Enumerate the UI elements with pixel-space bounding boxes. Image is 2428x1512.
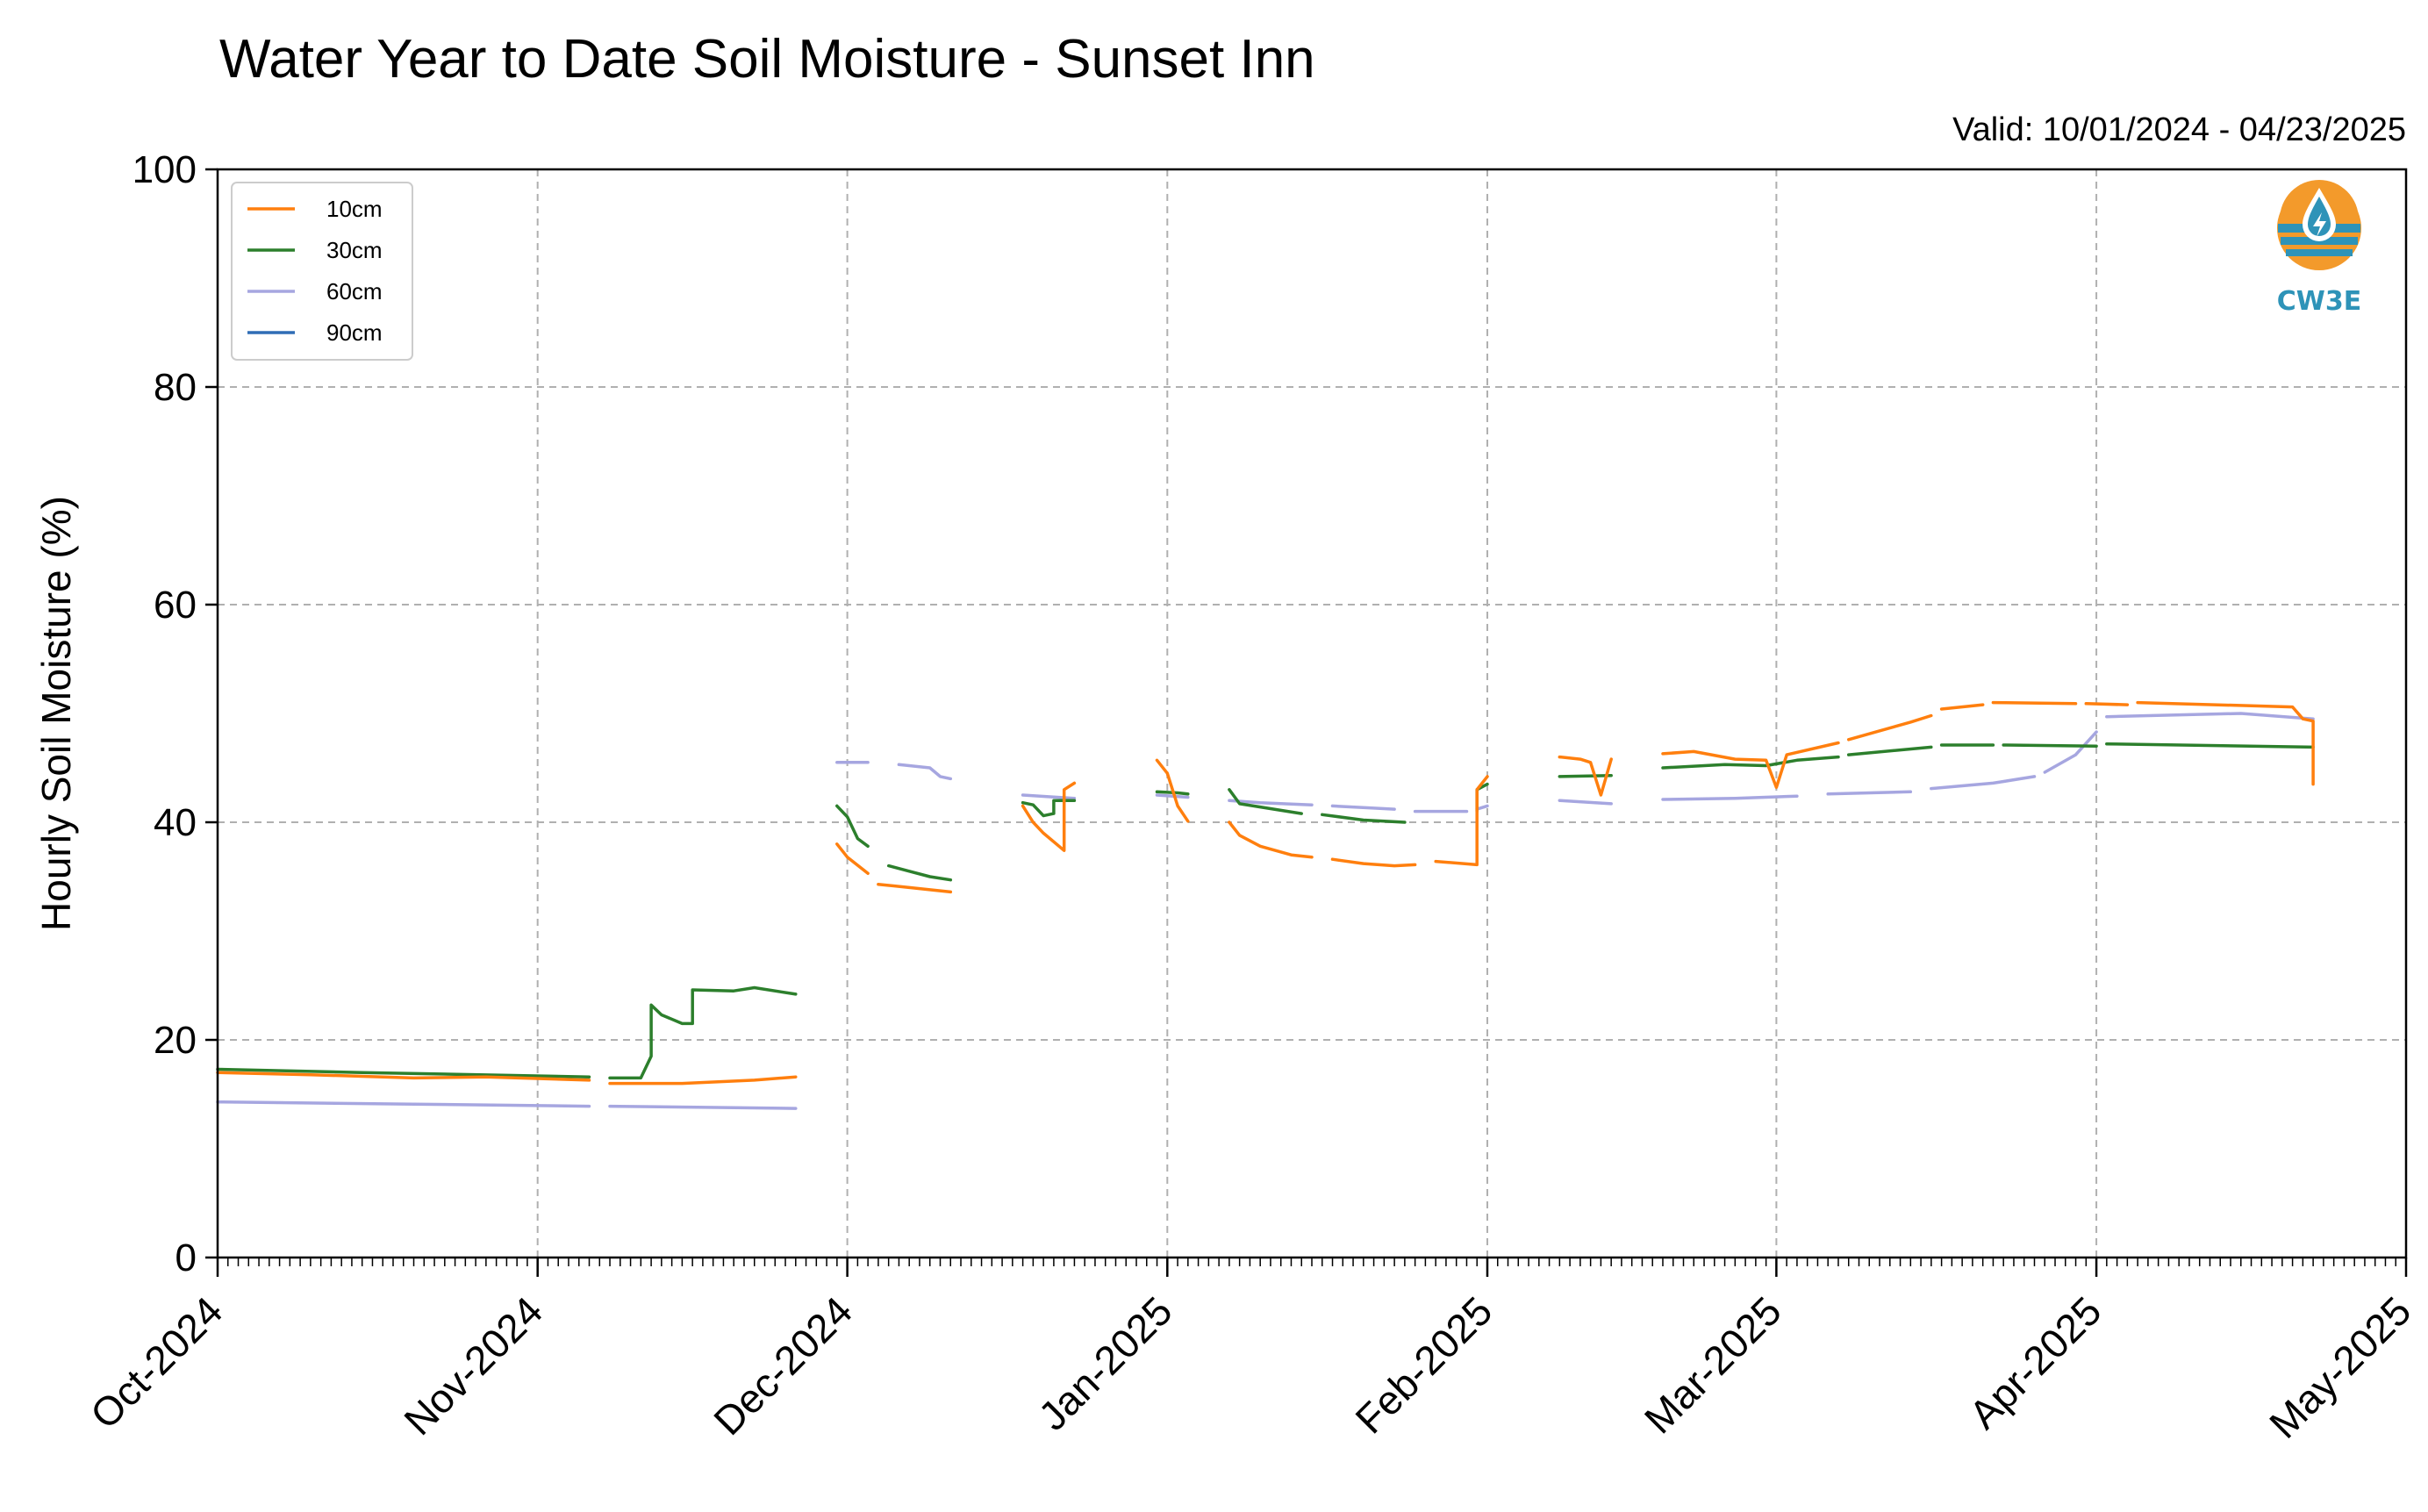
series-line-10cm xyxy=(2136,700,2315,786)
legend: 10cm 30cm 60cm 90cm xyxy=(231,182,413,361)
x-tick-label: Nov-2024 xyxy=(395,1287,551,1444)
x-tick-label: Mar-2025 xyxy=(1636,1287,1790,1442)
series-line-10cm xyxy=(1330,857,1417,868)
series-line-30cm xyxy=(1155,790,1190,796)
cw3e-logo-text: CW3E xyxy=(2277,286,2361,317)
series-line-30cm xyxy=(1558,773,1613,778)
series-line-60cm xyxy=(1661,794,1799,801)
series-line-10cm xyxy=(1846,713,1933,742)
y-tick-label: 40 xyxy=(154,801,197,844)
plot-frame xyxy=(216,168,2408,1259)
series-line-60cm xyxy=(1930,775,2037,791)
series-line-30cm xyxy=(1228,788,1303,815)
series-line-10cm xyxy=(1991,700,2078,706)
x-tick-label: May-2025 xyxy=(2260,1287,2419,1446)
series-line-30cm xyxy=(886,863,953,882)
series-line-30cm xyxy=(1321,813,1407,824)
series-line-60cm xyxy=(2043,730,2098,774)
legend-label: 10cm xyxy=(326,196,383,222)
cw3e-logo: CW3E xyxy=(2277,180,2361,317)
valid-date-range: Valid: 10/01/2024 - 04/23/2025 xyxy=(1952,111,2406,148)
series-line-60cm xyxy=(1330,804,1396,811)
series-line-10cm xyxy=(1155,758,1190,823)
data-series xyxy=(216,700,2315,1110)
legend-label: 30cm xyxy=(326,237,383,263)
series-60cm xyxy=(216,712,2315,1110)
y-tick-label: 20 xyxy=(154,1019,197,1062)
series-10cm xyxy=(216,700,2315,1086)
series-line-10cm xyxy=(1434,775,1489,867)
series-line-10cm xyxy=(216,1071,591,1082)
legend-box xyxy=(231,182,413,361)
x-tick-label: Feb-2025 xyxy=(1346,1287,1500,1442)
series-line-30cm xyxy=(835,804,870,849)
series-line-30cm xyxy=(2002,743,2098,748)
series-line-30cm xyxy=(2105,742,2315,749)
series-line-10cm xyxy=(608,1075,798,1086)
series-line-30cm xyxy=(1021,799,1077,818)
chart-title: Water Year to Date Soil Moisture - Sunse… xyxy=(219,29,1315,90)
x-axis: Oct-2024 Nov-2024 Dec-2024 Jan-2025 Feb-2025… xyxy=(82,1258,2419,1447)
y-tick-label: 80 xyxy=(154,366,197,409)
x-tick-label: Jan-2025 xyxy=(1029,1287,1180,1438)
series-line-60cm xyxy=(608,1104,798,1110)
y-tick-label: 100 xyxy=(133,148,197,191)
series-line-60cm xyxy=(1021,793,1077,800)
y-axis: 0 20 40 60 80 100 xyxy=(133,148,218,1279)
series-line-60cm xyxy=(1475,804,1489,811)
series-line-10cm xyxy=(835,842,870,876)
x-tick-label: Apr-2025 xyxy=(1960,1287,2110,1437)
series-line-10cm xyxy=(1661,741,1840,790)
y-tick-label: 60 xyxy=(154,584,197,627)
y-axis-label: Hourly Soil Moisture (%) xyxy=(33,496,79,931)
series-line-10cm xyxy=(2084,702,2130,706)
series-line-60cm xyxy=(2105,712,2315,720)
series-line-30cm xyxy=(216,1067,591,1078)
series-line-30cm xyxy=(1661,755,1840,770)
series-line-30cm xyxy=(608,985,798,1080)
series-line-10cm xyxy=(1558,755,1613,797)
series-line-60cm xyxy=(216,1100,591,1108)
series-line-60cm xyxy=(1558,799,1613,806)
series-line-10cm xyxy=(1939,703,1985,711)
grid-lines xyxy=(217,168,2407,1258)
series-30cm xyxy=(216,742,2315,1080)
legend-label: 90cm xyxy=(326,319,383,346)
x-tick-label: Oct-2024 xyxy=(82,1287,232,1437)
series-line-10cm xyxy=(877,882,953,894)
series-line-30cm xyxy=(1846,745,1933,756)
series-line-60cm xyxy=(1155,793,1190,799)
series-line-10cm xyxy=(1021,781,1077,852)
series-line-10cm xyxy=(1228,820,1314,859)
series-line-60cm xyxy=(897,763,953,781)
series-line-60cm xyxy=(1826,790,1913,796)
x-tick-label: Dec-2024 xyxy=(705,1287,861,1444)
y-tick-label: 0 xyxy=(175,1236,197,1279)
legend-label: 60cm xyxy=(326,278,383,305)
water-drop-icon xyxy=(2277,180,2361,270)
